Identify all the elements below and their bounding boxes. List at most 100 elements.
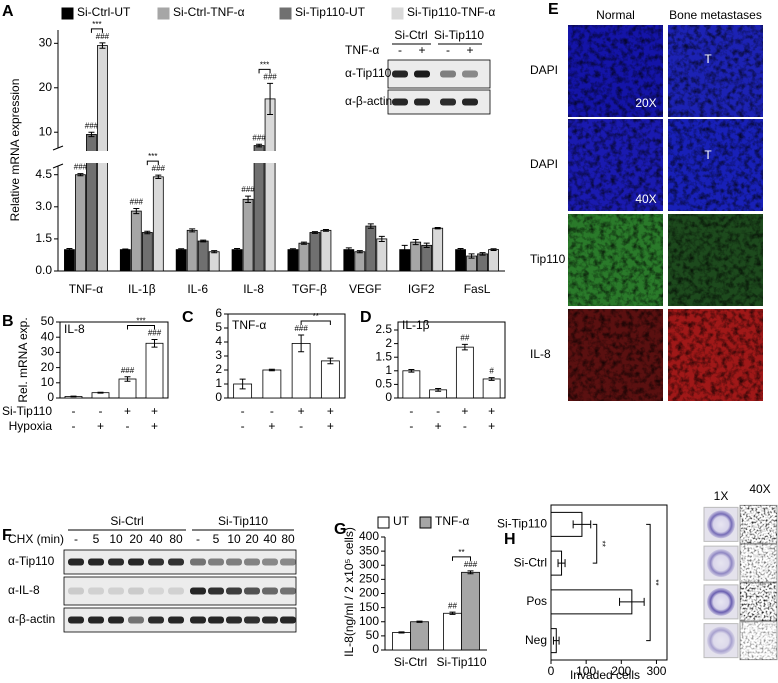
blot-row-label: α-β-actin [8, 612, 55, 626]
y-tick-label: 3 [215, 348, 222, 362]
bar [75, 174, 86, 272]
error-bar [552, 636, 560, 645]
error-bar [416, 620, 423, 623]
y-tick-label: 0 [372, 642, 379, 656]
blot-band [414, 98, 430, 106]
x-tick-label: IL-1β [128, 282, 156, 296]
condition-value: - [299, 419, 303, 433]
condition-value: - [72, 404, 76, 418]
axis-break [52, 145, 64, 151]
blot-band [88, 558, 104, 566]
legend-swatch [391, 7, 404, 20]
error-bar [133, 208, 140, 215]
condition-value: + [151, 404, 158, 418]
blot-lane: + [418, 43, 425, 57]
blot-treatment: TNF-α [345, 43, 379, 57]
blot-lane: - [446, 43, 450, 57]
error-bar [189, 228, 196, 233]
y-tick-label: 4.5 [35, 167, 52, 181]
error-bar [557, 559, 566, 568]
blot-row-label: α-β-actin [345, 94, 392, 108]
error-bar [356, 250, 363, 254]
comparison-bracket [146, 160, 159, 166]
blot-row-label: α-IL-8 [8, 583, 40, 597]
blot-band [88, 587, 104, 595]
error-bar [311, 231, 318, 234]
blot-band [392, 98, 408, 106]
condition-value: + [97, 419, 104, 433]
y-tick-label: 4 [215, 334, 222, 348]
bar [410, 621, 429, 651]
y-tick-label: 6 [215, 306, 222, 320]
condition-value: + [124, 404, 131, 418]
legend-swatch [419, 516, 432, 529]
condition-value: - [241, 404, 245, 418]
column-header: Bone metastases [669, 8, 762, 22]
blot-band [128, 558, 144, 566]
blot-band [128, 616, 144, 624]
blot-band [168, 558, 184, 566]
bar [231, 249, 243, 272]
blot-treatment: CHX (min) [8, 532, 64, 546]
bar [145, 342, 164, 399]
blot-lane: 10 [227, 532, 241, 546]
y-tick-label: 150 [359, 600, 379, 614]
blot-band [190, 587, 206, 595]
bar [343, 249, 355, 272]
row-label: DAPI [530, 157, 558, 171]
significance-label: # [489, 367, 494, 376]
error-bar [200, 239, 207, 243]
bar [287, 249, 299, 272]
chart-title: IL-8 [64, 322, 85, 336]
y-tick-label: 300 [359, 557, 379, 571]
error-bar [144, 230, 151, 235]
blot-band [108, 587, 124, 595]
blot-band [208, 558, 224, 566]
blot-band [244, 558, 260, 566]
bar [264, 98, 276, 272]
bar [477, 253, 488, 272]
y-tick-label: 0.0 [35, 263, 52, 277]
error-bar [99, 42, 106, 49]
error-bar [378, 235, 385, 242]
x-tick-label: 0 [548, 664, 555, 678]
blot-band [128, 587, 144, 595]
significance-label: ## [460, 334, 469, 343]
condition-value: + [327, 419, 334, 433]
bar [482, 378, 501, 399]
significance-label: ### [96, 32, 110, 41]
error-bar [468, 253, 475, 259]
error-bar [300, 241, 307, 245]
significance-label: ### [152, 164, 166, 173]
significance-label: ### [130, 198, 144, 207]
y-tick-label: 200 [359, 586, 379, 600]
column-header: 1X [714, 489, 729, 503]
legend-swatch [279, 7, 292, 20]
y-tick-label: 2 [385, 336, 392, 350]
bar [262, 369, 282, 399]
y-tick-label: 2 [215, 362, 222, 376]
comparison-label: ** [458, 548, 464, 557]
image-overlay: 20X [635, 96, 656, 110]
condition-value: + [298, 404, 305, 418]
micrograph-texture [568, 309, 663, 401]
condition-value: + [435, 419, 442, 433]
cell-texture [740, 621, 777, 660]
error-bar [412, 239, 419, 246]
blot-group: Si-Ctrl [110, 514, 143, 528]
blot-band [68, 587, 84, 595]
error-bar [322, 228, 329, 232]
axis-break [52, 163, 64, 169]
bar [354, 251, 366, 272]
error-bar [245, 195, 252, 204]
comparison-bracket [127, 324, 155, 330]
condition-value: + [268, 419, 275, 433]
condition-value: - [409, 419, 413, 433]
x-tick-label: Si-Ctrl [394, 655, 427, 669]
y-tick-label: 1 [385, 363, 392, 377]
error-bar [461, 343, 468, 351]
blot-band [280, 587, 296, 595]
y-tick-label: 100 [359, 614, 379, 628]
error-bar [398, 631, 405, 634]
bar [488, 249, 499, 272]
